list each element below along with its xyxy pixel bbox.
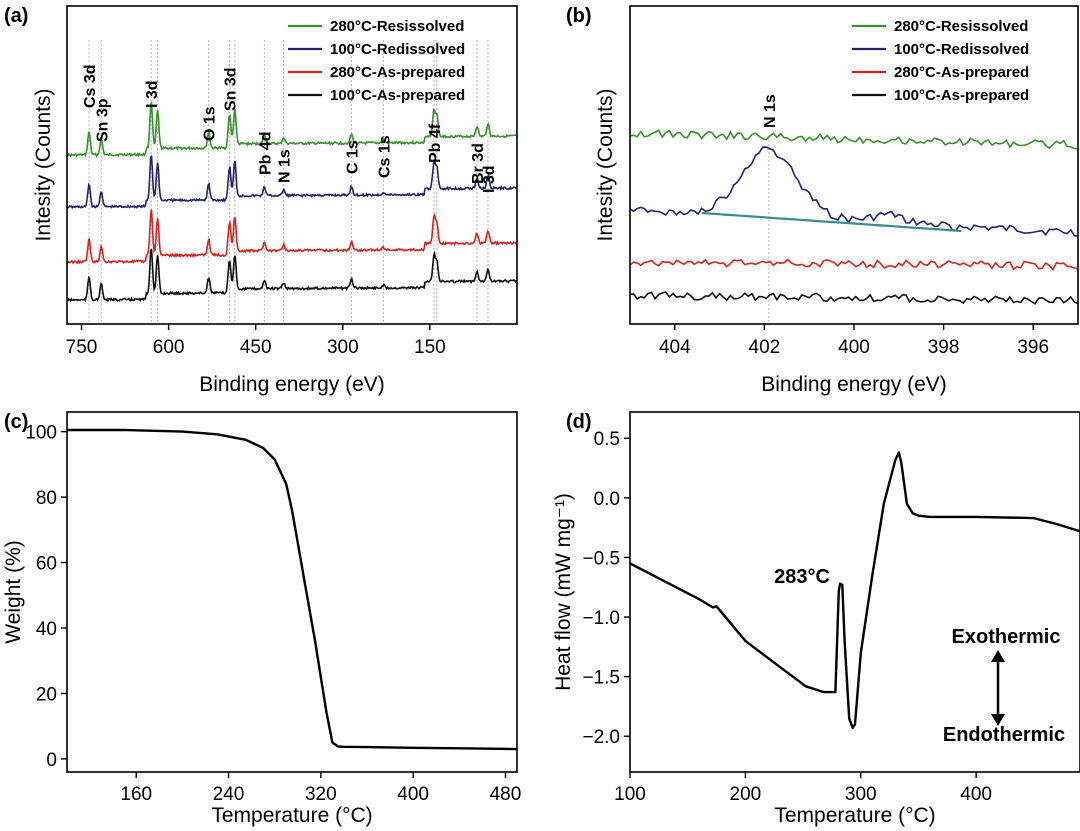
series-line bbox=[629, 291, 1079, 305]
exo-endo-arrow bbox=[991, 650, 1005, 726]
panel-c-plot bbox=[67, 428, 518, 751]
baseline-fit bbox=[701, 211, 962, 233]
y-tick-label: 0.0 bbox=[594, 489, 620, 510]
panel-c-ticks: 160 240 320 400 480 0 20 40 60 80 100 bbox=[25, 423, 521, 805]
series-line bbox=[629, 146, 1079, 238]
x-tick-label: 200 bbox=[730, 784, 762, 805]
panel-d-ticks: 100 200 300 400 0.5 0.0 −0.5 −1.0 −1.5 −2.0 bbox=[582, 429, 992, 805]
peak-label: Pb 4d bbox=[257, 131, 274, 175]
panel-d-x-axis-label: Temperature (°C) bbox=[774, 804, 935, 827]
x-tick-label: 100 bbox=[614, 784, 646, 805]
y-tick-label: 40 bbox=[36, 619, 57, 640]
peak-label: Cs 1s bbox=[376, 135, 393, 178]
exothermic-label: Exothermic bbox=[952, 626, 1061, 648]
series-line bbox=[629, 258, 1079, 272]
panel-b-x-axis-label: Binding energy (eV) bbox=[761, 373, 947, 396]
panel-a-label: (a) bbox=[4, 5, 28, 27]
series-line bbox=[629, 129, 1079, 150]
panel-d-label: (d) bbox=[566, 411, 592, 433]
series-line bbox=[66, 248, 518, 303]
series-line bbox=[66, 209, 517, 265]
x-tick-label: 300 bbox=[845, 784, 877, 805]
y-tick-label: −1.0 bbox=[582, 608, 620, 629]
y-tick-label: 20 bbox=[36, 684, 57, 705]
panel-b-plot: N 1s bbox=[629, 94, 1079, 324]
panel-b-label: (b) bbox=[566, 5, 592, 27]
legend-label: 100°C-Redissolved bbox=[330, 41, 465, 58]
legend-label: 280°C-Resissolved bbox=[894, 18, 1028, 35]
y-tick-label: −0.5 bbox=[582, 548, 620, 569]
y-tick-label: 80 bbox=[36, 488, 57, 509]
panel-a-frame bbox=[66, 5, 518, 325]
x-tick-label: 300 bbox=[327, 337, 359, 358]
panel-d-frame bbox=[629, 411, 1080, 773]
panel-d: (d) 100 200 300 400 0.5 0.0 −0.5 −1.0 −1.5 −2.0 T… bbox=[552, 411, 1080, 827]
peak-label: I 3d bbox=[144, 80, 161, 108]
x-tick-label: 600 bbox=[153, 337, 185, 358]
peak-label: Cs 3d bbox=[82, 64, 99, 108]
panel-c-label: (c) bbox=[4, 411, 28, 433]
peak-label: Pb 4f bbox=[427, 123, 444, 163]
legend-label: 100°C-Redissolved bbox=[894, 41, 1029, 58]
x-tick-label: 240 bbox=[213, 784, 245, 805]
x-tick-label: 150 bbox=[414, 337, 446, 358]
y-tick-label: 0 bbox=[46, 750, 57, 771]
panel-a-legend: 280°C-Resissolved 100°C-Redissolved 280°C-… bbox=[288, 18, 465, 104]
panel-d-y-axis-label: Heat flow (mW mg⁻¹) bbox=[552, 493, 575, 691]
series-line bbox=[67, 102, 517, 158]
panel-c-y-axis-label: Weight (%) bbox=[2, 540, 25, 643]
x-tick-label: 400 bbox=[838, 337, 870, 358]
x-tick-label: 402 bbox=[749, 337, 781, 358]
panel-a-y-axis-label: Intesity (Counts) bbox=[32, 89, 55, 242]
peak-label: N 1s bbox=[762, 94, 779, 128]
panel-c-x-axis-label: Temperature (°C) bbox=[211, 804, 372, 827]
y-tick-label: 60 bbox=[36, 554, 57, 575]
x-tick-label: 400 bbox=[960, 784, 992, 805]
peak-label: C 1s bbox=[345, 140, 362, 174]
peak-label: Br 3d bbox=[470, 143, 487, 184]
peak-temperature-label: 283°C bbox=[774, 566, 830, 588]
legend-label: 280°C-As-prepared bbox=[894, 64, 1029, 81]
peak-label: I 3d bbox=[481, 165, 498, 193]
x-tick-label: 400 bbox=[397, 784, 429, 805]
peak-label: Sn 3d bbox=[223, 67, 240, 111]
x-tick-label: 480 bbox=[490, 784, 522, 805]
peak-label: N 1s bbox=[277, 149, 294, 183]
x-tick-label: 396 bbox=[1017, 337, 1049, 358]
weight-curve bbox=[67, 428, 518, 751]
heat-flow-curve bbox=[629, 451, 1080, 730]
panel-b-x-ticks: 404 402 400 398 396 bbox=[659, 324, 1049, 358]
legend-label: 100°C-As-prepared bbox=[330, 87, 465, 104]
peak-label: O 1s bbox=[202, 106, 219, 141]
panel-c: (c) 160 240 320 400 480 0 20 40 60 80 100 Temperat… bbox=[2, 411, 521, 827]
x-tick-label: 320 bbox=[305, 784, 337, 805]
y-tick-label: 0.5 bbox=[594, 429, 620, 450]
legend-label: 280°C-Resissolved bbox=[330, 18, 464, 35]
endothermic-label: Endothermic bbox=[943, 724, 1065, 746]
y-tick-label: −2.0 bbox=[582, 727, 620, 748]
x-tick-label: 450 bbox=[240, 337, 272, 358]
y-tick-label: −1.5 bbox=[582, 668, 620, 689]
panel-b-legend: 280°C-Resissolved 100°C-Redissolved 280°C-… bbox=[852, 18, 1029, 104]
panel-b: (b) N 1s 404 402 400 398 396 Binding energy … bbox=[566, 5, 1079, 396]
x-tick-label: 160 bbox=[120, 784, 152, 805]
legend-label: 280°C-As-prepared bbox=[330, 64, 465, 81]
panel-d-plot bbox=[629, 451, 1080, 730]
panel-a-x-axis-label: Binding energy (eV) bbox=[199, 373, 385, 396]
legend-label: 100°C-As-prepared bbox=[894, 87, 1029, 104]
x-tick-label: 404 bbox=[659, 337, 691, 358]
panel-c-frame bbox=[66, 411, 518, 773]
y-tick-label: 100 bbox=[25, 423, 57, 444]
peak-label: Sn 3p bbox=[94, 98, 111, 142]
x-tick-label: 750 bbox=[66, 337, 98, 358]
series-line bbox=[66, 155, 518, 210]
x-tick-label: 398 bbox=[928, 337, 960, 358]
panel-b-y-axis-label: Intesity (Counts) bbox=[594, 89, 617, 242]
panel-a-x-ticks: 750 600 450 300 150 bbox=[66, 324, 446, 358]
